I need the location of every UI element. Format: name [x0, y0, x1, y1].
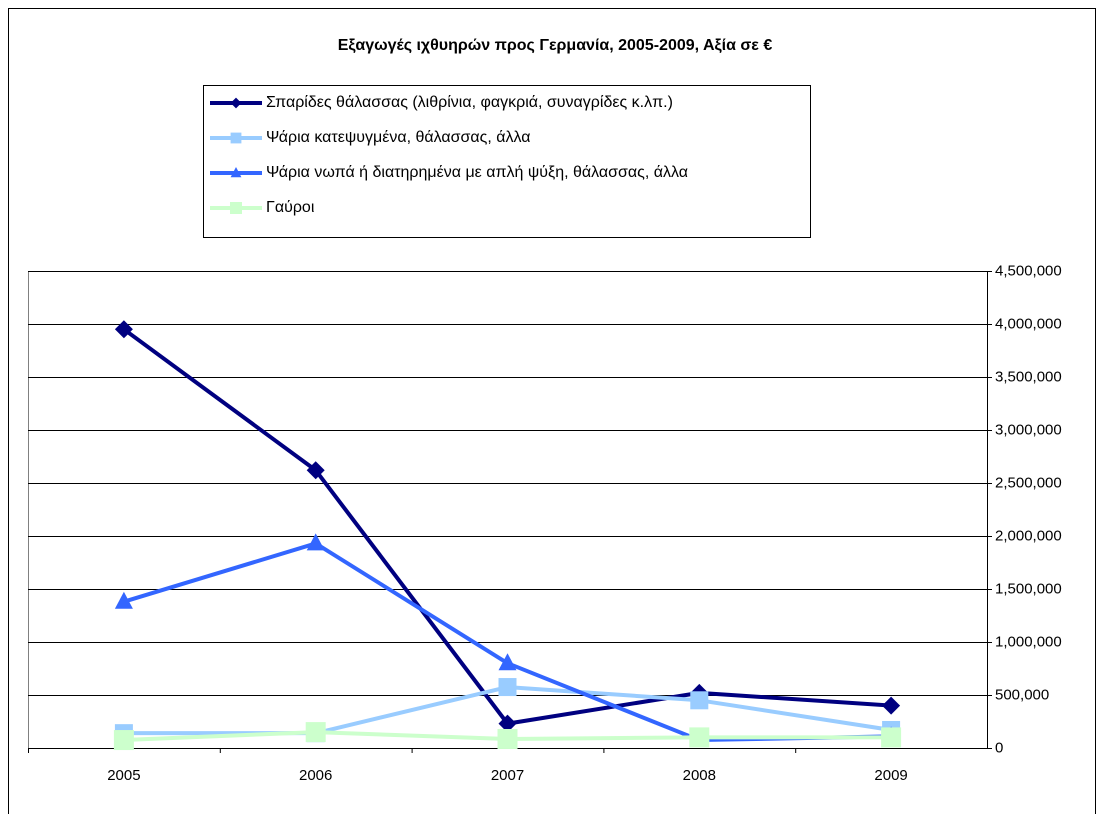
y-tick-label: 4,000,000 — [995, 315, 1062, 332]
legend-marker — [230, 132, 242, 144]
marker — [306, 533, 325, 551]
y-tick-label: 3,500,000 — [995, 368, 1062, 385]
marker — [498, 653, 517, 671]
marker — [689, 727, 710, 748]
y-tick-label: 2,000,000 — [995, 527, 1062, 544]
y-tick-label: 1,000,000 — [995, 633, 1062, 650]
y-tick-label: 0 — [995, 739, 1003, 756]
legend-label: Γαύροι — [266, 199, 315, 216]
marker — [498, 714, 517, 733]
legend-label: Ψάρια νωπά ή διατηρημένα με απλή ψύξη, θ… — [266, 164, 688, 181]
legend-box — [203, 85, 811, 238]
marker — [113, 730, 134, 751]
marker — [114, 320, 133, 339]
marker — [881, 727, 902, 748]
chart-title: Εξαγωγές ιχθυηρών προς Γερμανία, 2005-20… — [338, 37, 773, 54]
y-tick-label: 500,000 — [995, 686, 1049, 703]
y-tick-label: 1,500,000 — [995, 580, 1062, 597]
legend-label: Ψάρια κατεψυγμένα, θάλασσας, άλλα — [266, 129, 531, 146]
legend-marker — [230, 97, 242, 109]
x-tick-label: 2005 — [107, 767, 140, 784]
legend-marker — [230, 167, 242, 178]
x-tick-label: 2006 — [299, 767, 332, 784]
x-tick-label: 2007 — [491, 767, 524, 784]
marker — [306, 461, 325, 480]
legend-marker — [230, 202, 242, 214]
marker — [305, 722, 326, 743]
legend-label: Σπαρίδες θάλασσας (λιθρίνια, φαγκριά, συ… — [266, 94, 673, 111]
marker — [114, 591, 133, 609]
marker — [690, 691, 709, 710]
marker — [498, 678, 517, 697]
y-tick-label: 3,000,000 — [995, 421, 1062, 438]
plot-area — [28, 271, 988, 749]
x-tick-label: 2008 — [683, 767, 716, 784]
marker — [497, 728, 518, 749]
y-tick-label: 2,500,000 — [995, 474, 1062, 491]
marker — [882, 696, 901, 715]
x-tick-label: 2009 — [874, 767, 907, 784]
y-tick-label: 4,500,000 — [995, 262, 1062, 279]
